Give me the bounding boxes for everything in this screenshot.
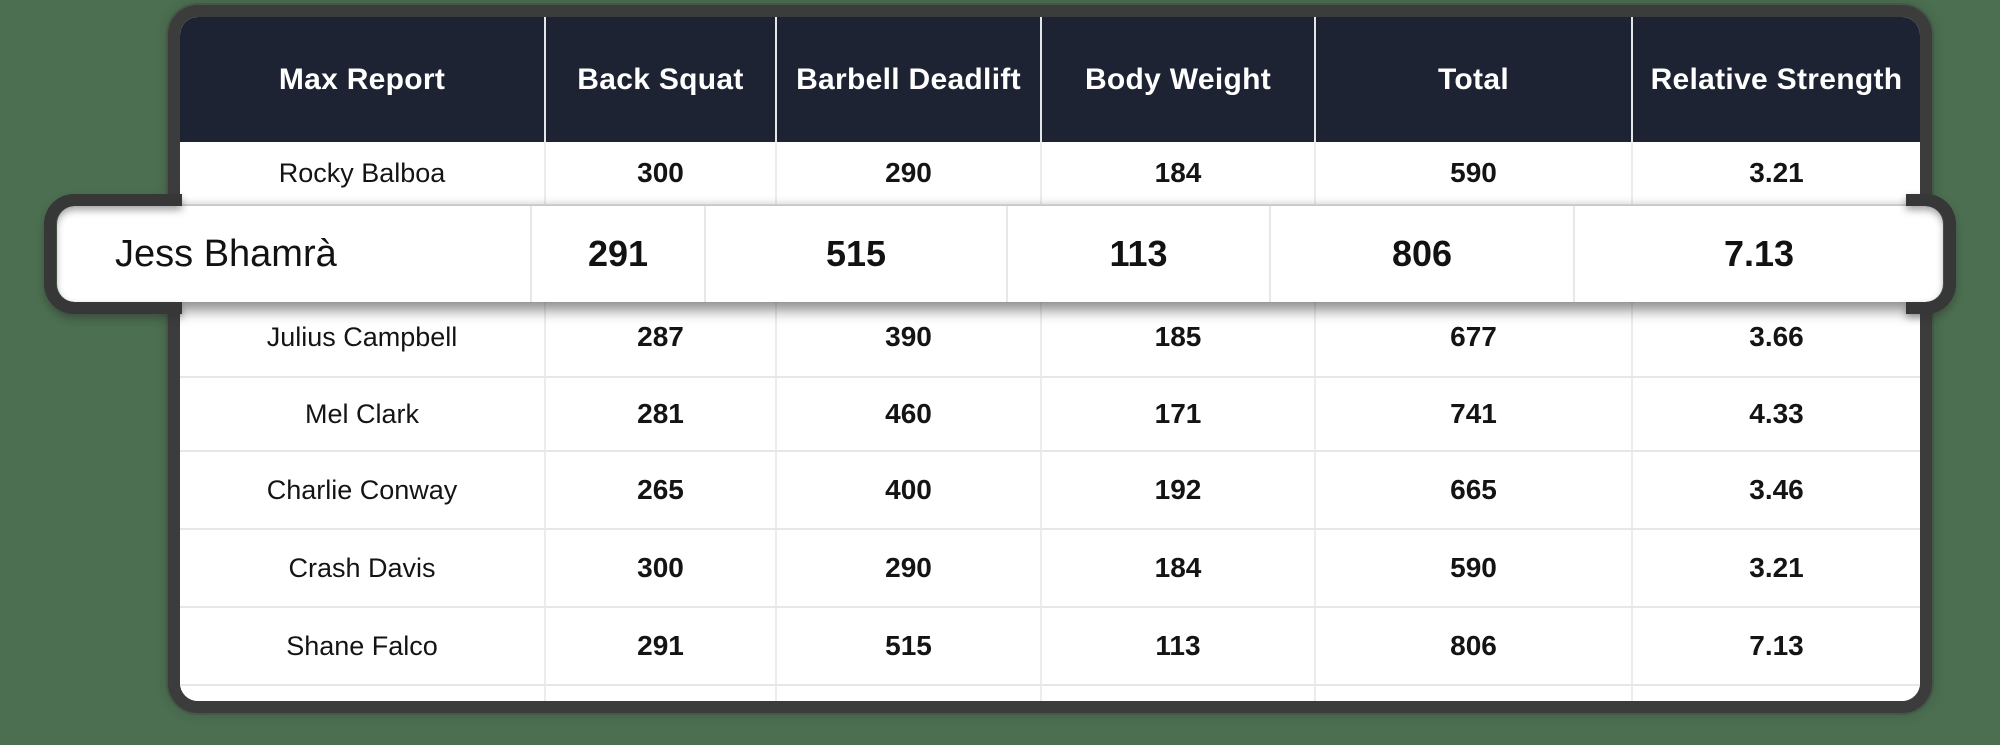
cell-name: Julius Campbell [180,298,546,376]
cell-body-weight: 171 [1042,378,1316,450]
cell-name: Rocky Balboa [180,142,546,204]
filler-cell [1633,686,1920,701]
cell-back-squat: 281 [546,378,777,450]
row-julius-campbell[interactable]: Julius Campbell 287 390 185 677 3.66 [180,298,1920,378]
cell-back-squat: 291 [532,206,706,302]
cell-barbell-deadlift: 290 [777,142,1042,204]
row-rocky-balboa[interactable]: Rocky Balboa 300 290 184 590 3.21 [180,142,1920,206]
cell-name: Jess Bhamrà [57,206,532,302]
cell-name: Crash Davis [180,530,546,606]
cell-relative-strength: 4.33 [1749,398,1804,429]
cell-name: Mel Clark [180,378,546,450]
cell-back-squat: 300 [546,530,777,606]
cell-back-squat: 287 [546,298,777,376]
header-cell-body-weight: Body Weight [1042,17,1316,142]
header-cell-max-report: Max Report [180,17,546,142]
cell-barbell-deadlift: 515 [777,608,1042,684]
cell-relative-strength: 3.21 [1749,157,1804,188]
cell-body-weight: 113 [1008,206,1271,302]
cell-total: 806 [1271,206,1575,302]
highlight-row-jess-bhamra[interactable]: Jess Bhamrà 291 515 113 806 7.13 [44,194,1956,314]
header-cell-relative-strength: Relative Strength [1650,62,1903,96]
cell-total: 677 [1316,298,1633,376]
header-cell-barbell-deadlift: Barbell Deadlift [777,17,1042,142]
cell-relative-strength: 3.21 [1749,552,1804,583]
header-cell-total: Total [1316,17,1633,142]
cell-back-squat: 265 [546,452,777,528]
table-header-row: Max Report Back Squat Barbell Deadlift B… [180,17,1920,142]
filler-cell [777,686,1042,701]
row-shane-falco[interactable]: Shane Falco 291 515 113 806 7.13 [180,608,1920,686]
cell-total: 806 [1316,608,1633,684]
cell-body-weight: 113 [1042,608,1316,684]
row-crash-davis[interactable]: Crash Davis 300 290 184 590 3.21 [180,530,1920,608]
cell-relative-strength: 7.13 [1749,630,1804,661]
cell-barbell-deadlift: 460 [777,378,1042,450]
cell-relative-strength: 3.66 [1749,321,1804,352]
cell-body-weight: 185 [1042,298,1316,376]
cell-body-weight: 184 [1042,530,1316,606]
cell-total: 665 [1316,452,1633,528]
filler-cell [546,686,777,701]
cell-back-squat: 291 [546,608,777,684]
filler-cell [1042,686,1316,701]
bottom-filler-row [180,686,1920,701]
cell-barbell-deadlift: 400 [777,452,1042,528]
row-charlie-conway[interactable]: Charlie Conway 265 400 192 665 3.46 [180,452,1920,530]
cell-total: 590 [1316,142,1633,204]
cell-back-squat: 300 [546,142,777,204]
cell-name: Shane Falco [180,608,546,684]
cell-body-weight: 184 [1042,142,1316,204]
cell-name: Charlie Conway [180,452,546,528]
cell-total: 590 [1316,530,1633,606]
cell-barbell-deadlift: 390 [777,298,1042,376]
cell-total: 741 [1316,378,1633,450]
cell-relative-strength: 7.13 [1723,233,1795,274]
cell-body-weight: 192 [1042,452,1316,528]
row-mel-clark[interactable]: Mel Clark 281 460 171 741 4.33 [180,378,1920,452]
filler-cell [1316,686,1633,701]
filler-cell [180,686,546,701]
cell-barbell-deadlift: 515 [706,206,1008,302]
cell-relative-strength: 3.46 [1749,474,1804,505]
header-cell-back-squat: Back Squat [546,17,777,142]
max-report-table: Max Report Back Squat Barbell Deadlift B… [168,5,1932,713]
cell-barbell-deadlift: 290 [777,530,1042,606]
